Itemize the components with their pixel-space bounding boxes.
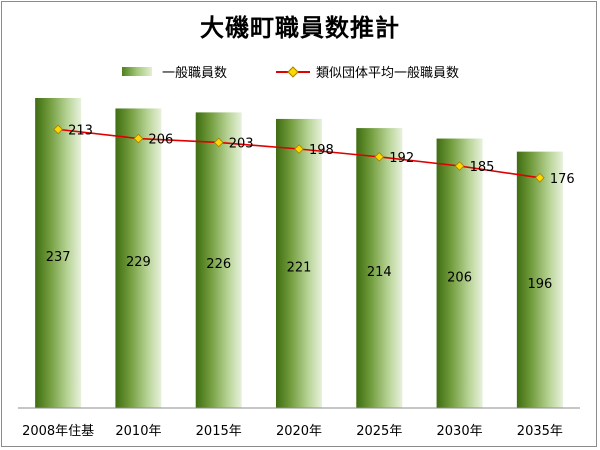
bar-value-label-6: 196 [527, 277, 552, 292]
bar-value-label-2: 226 [206, 257, 231, 272]
legend: 一般職員数 類似団体平均一般職員数 [0, 62, 600, 82]
legend-line-label: 類似団体平均一般職員数 [316, 66, 460, 81]
bar-4 [356, 128, 403, 408]
line-value-label-3: 198 [309, 143, 334, 158]
bar-0 [35, 98, 82, 408]
bar-value-label-1: 229 [126, 255, 151, 270]
x-tick-label-2: 2015年 [196, 424, 242, 439]
bar-2 [195, 112, 242, 408]
bar-3 [276, 118, 322, 408]
legend-item-bar-series: 一般職員数 [122, 62, 227, 81]
bars-group [35, 98, 563, 408]
line-marker-5 [454, 161, 465, 171]
line-series-group [53, 124, 545, 183]
bar-6 [516, 151, 563, 408]
bar-5 [436, 138, 483, 408]
bar-value-label-0: 237 [46, 250, 71, 265]
line-value-label-6: 176 [550, 172, 575, 187]
x-tick-label-4: 2025年 [356, 424, 402, 439]
chart-title: 大磯町職員数推計 [200, 14, 400, 42]
line-marker-4 [374, 152, 385, 162]
line-marker-3 [294, 144, 304, 154]
x-tick-label-0: 2008年住基 [22, 424, 94, 439]
line-value-label-1: 206 [148, 133, 173, 148]
x-tick-label-5: 2030年 [437, 424, 483, 439]
bar-1 [115, 108, 162, 408]
x-tick-label-1: 2010年 [115, 424, 161, 439]
labels-group: 237 2008年住基 229 2010年 226 2015年 221 2020年 214 202… [22, 123, 575, 439]
legend-bar-label: 一般職員数 [162, 66, 228, 81]
legend-bar-swatch [122, 67, 152, 76]
bar-value-label-5: 206 [447, 270, 472, 285]
line-value-label-5: 185 [470, 160, 495, 175]
legend-line-swatch [276, 65, 310, 79]
line-marker-1 [133, 133, 144, 144]
line-marker-6 [535, 172, 545, 183]
line-marker-0 [53, 124, 63, 135]
line-value-label-4: 192 [389, 151, 414, 166]
bar-value-label-3: 221 [287, 260, 312, 275]
line-value-label-2: 203 [229, 136, 254, 151]
x-tick-label-3: 2020年 [276, 424, 322, 439]
legend-item-line-series: 類似団体平均一般職員数 [276, 62, 459, 81]
line-value-label-0: 213 [68, 123, 93, 138]
bar-value-label-4: 214 [367, 265, 392, 280]
x-tick-label-6: 2035年 [517, 424, 563, 439]
line-marker-2 [213, 137, 224, 148]
